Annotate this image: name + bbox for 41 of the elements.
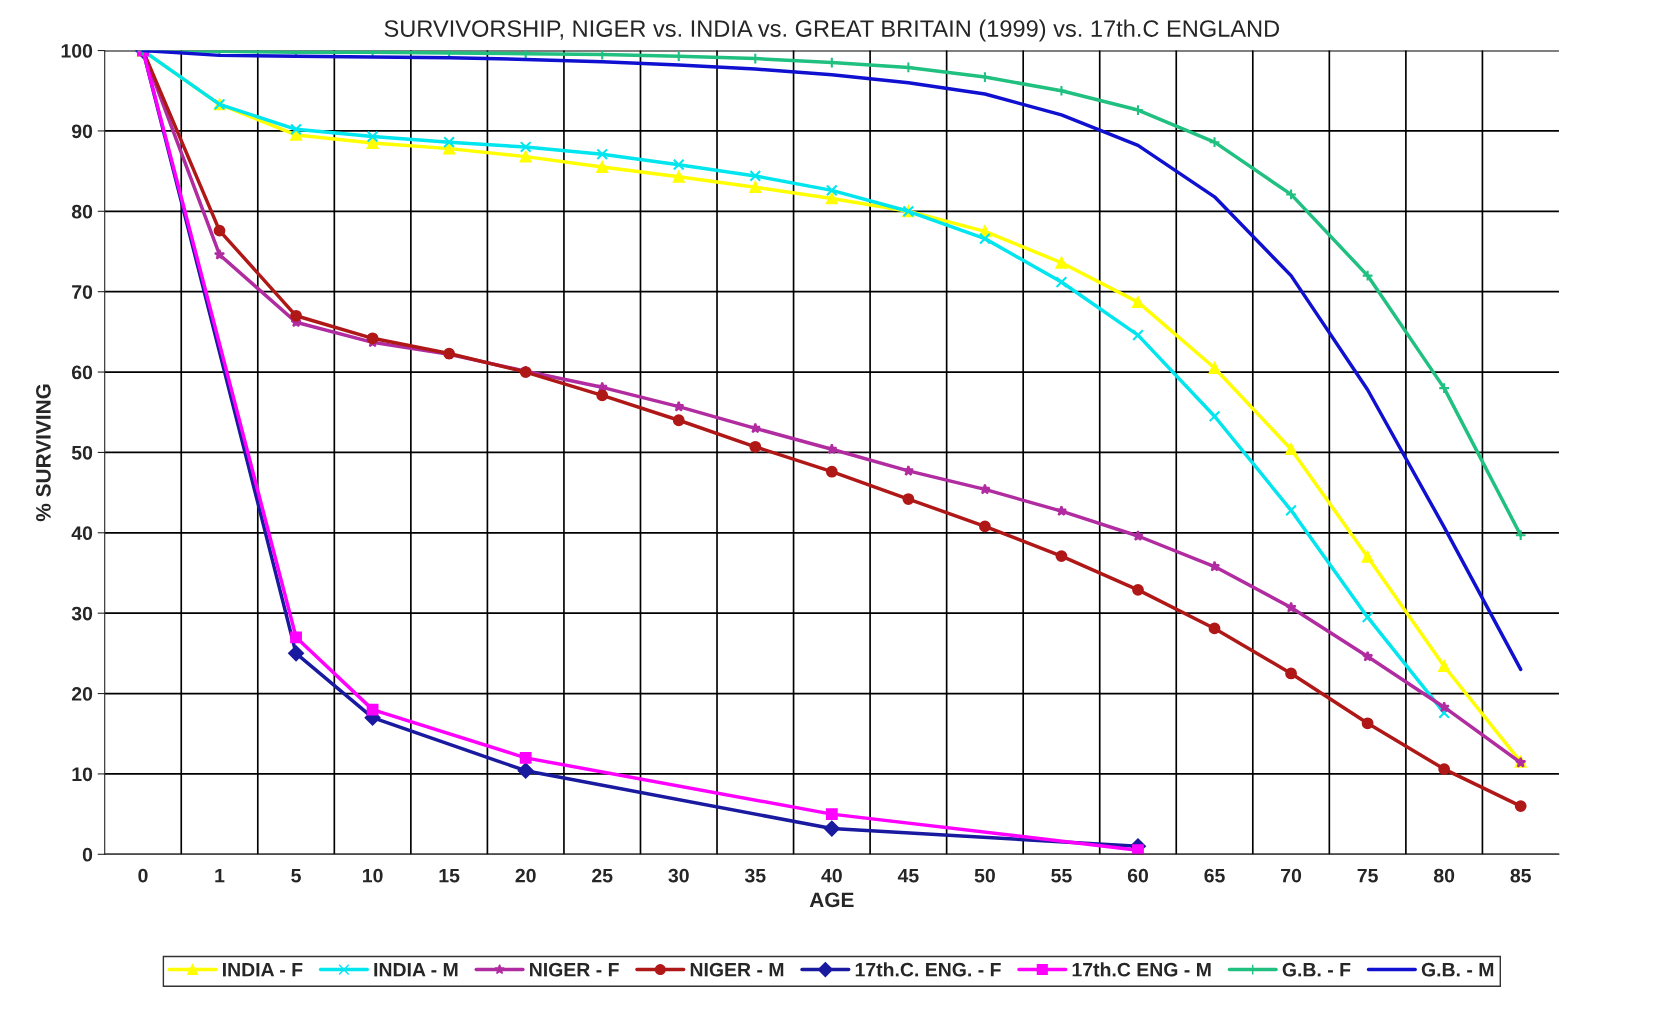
x-tick-label: 30 bbox=[668, 868, 689, 883]
x-tick-label: 75 bbox=[1357, 868, 1378, 883]
y-tick-label: 0 bbox=[82, 847, 93, 862]
x-tick-label: 80 bbox=[1433, 868, 1455, 883]
x-tick-label: 55 bbox=[1051, 868, 1072, 883]
x-tick-label: 45 bbox=[897, 868, 919, 883]
legend-label: G.B. - M bbox=[1421, 962, 1494, 977]
y-tick-label: 100 bbox=[61, 44, 93, 58]
x-tick-label: 70 bbox=[1281, 868, 1302, 883]
x-tick-label: 25 bbox=[592, 868, 613, 883]
y-tick-label: 30 bbox=[71, 606, 93, 621]
legend-label: 17th.C. ENG. - F bbox=[855, 962, 1001, 977]
legend-label: INDIA - F bbox=[223, 963, 303, 977]
x-tick-label: 15 bbox=[439, 868, 460, 883]
y-tick-label: 60 bbox=[71, 365, 93, 380]
legend-label: NIGER - M bbox=[690, 962, 784, 977]
x-tick-label: 40 bbox=[821, 868, 842, 883]
y-tick-label: 50 bbox=[71, 445, 93, 460]
x-tick-label: 85 bbox=[1510, 868, 1531, 883]
y-tick-label: 70 bbox=[72, 285, 93, 299]
x-tick-label: 50 bbox=[974, 868, 995, 883]
x-tick-label: 10 bbox=[363, 868, 383, 883]
legend-label: 17th.C ENG - M bbox=[1072, 962, 1211, 977]
legend-label: NIGER - F bbox=[530, 962, 619, 977]
x-tick-label: 20 bbox=[515, 868, 536, 883]
x-tick-label: 0 bbox=[138, 868, 148, 883]
x-tick-label: 60 bbox=[1127, 868, 1149, 883]
x-tick-label: 35 bbox=[744, 868, 766, 883]
y-tick-label: 90 bbox=[71, 124, 93, 139]
y-tick-label: 20 bbox=[71, 687, 93, 701]
y-axis-title: % SURVIVING bbox=[36, 384, 51, 522]
x-tick-label: 1 bbox=[215, 868, 225, 883]
x-axis-title: AGE bbox=[809, 892, 854, 908]
legend-label: INDIA - M bbox=[374, 963, 458, 977]
x-tick-label: 65 bbox=[1204, 868, 1225, 883]
y-tick-label: 80 bbox=[71, 204, 93, 219]
y-tick-label: 40 bbox=[71, 526, 93, 541]
legend-label: G.B. - F bbox=[1282, 962, 1351, 977]
y-tick-label: 10 bbox=[72, 767, 93, 782]
x-tick-label: 5 bbox=[291, 868, 301, 883]
chart-title: SURVIVORSHIP, NIGER vs. INDIA vs. GREAT BRITAIN (1999) vs. 17th.C ENGLAND bbox=[384, 19, 1280, 42]
